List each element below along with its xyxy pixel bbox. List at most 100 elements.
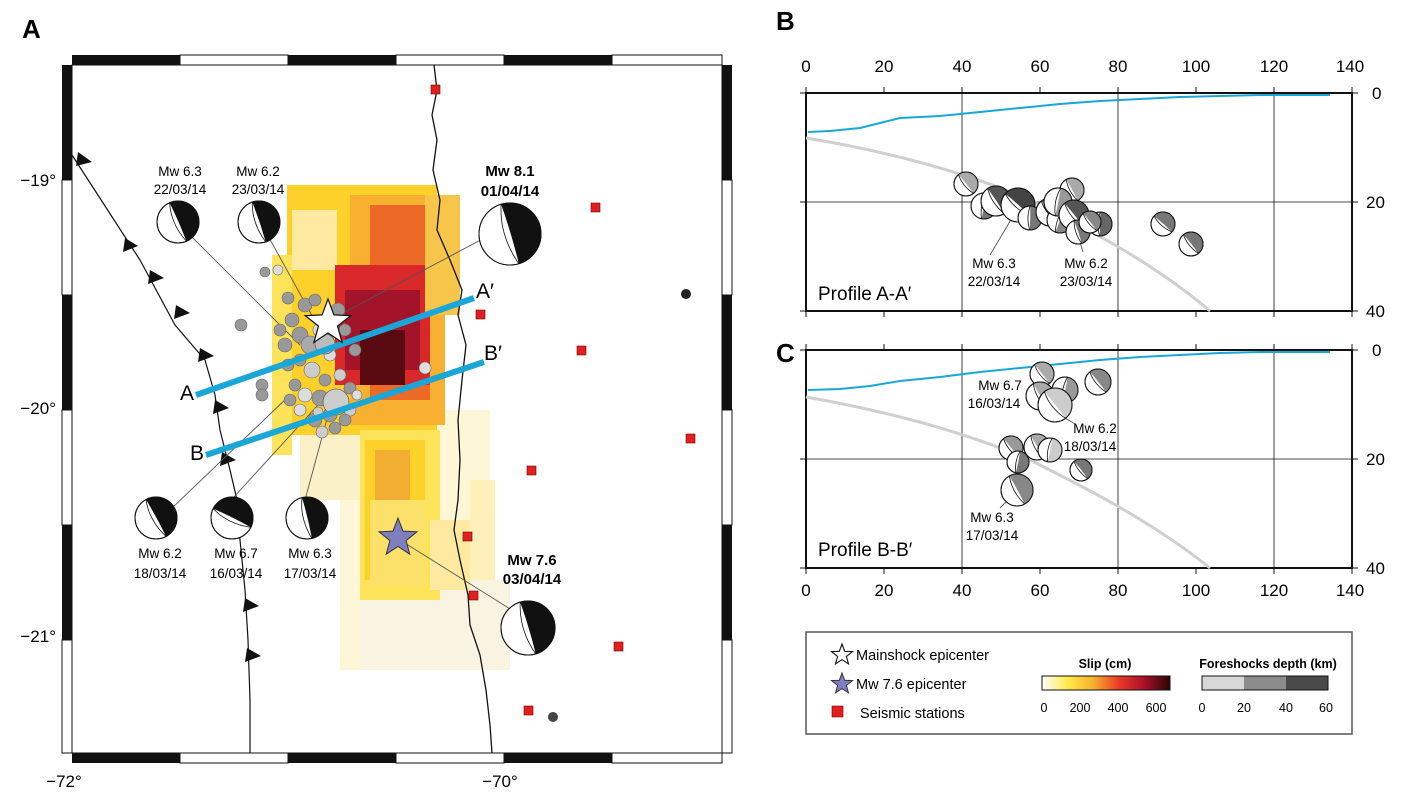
profile-a-x-tick: 140 (1336, 57, 1364, 76)
event-label-date: 18/03/14 (134, 566, 187, 581)
map-frame (61, 54, 733, 764)
event-label-date: 16/03/14 (210, 566, 263, 581)
depth-colorbar-shallow (1202, 676, 1244, 690)
beachball-mw67-1603 (210, 496, 254, 540)
profile-a-x-tick: 120 (1260, 57, 1288, 76)
event-label-mag: Mw 7.6 (507, 552, 556, 569)
profile-b-event-date: 17/03/14 (966, 528, 1019, 543)
profile-a-beachballs (953, 171, 1204, 257)
coastline (431, 64, 493, 754)
profile-a-x-tick: 80 (1109, 57, 1128, 76)
event-label-date: 01/04/14 (481, 183, 540, 200)
event-label-mag: Mw 6.2 (236, 164, 280, 179)
profile-a-event-date: 23/03/14 (1060, 274, 1113, 289)
slip-tick: 600 (1146, 701, 1167, 715)
profile-b-y-tick: 40 (1366, 559, 1385, 578)
profile-a-y-tick: 20 (1366, 193, 1385, 212)
mw76-star (377, 516, 419, 556)
map-panel: −72° −70° −19° −20° −21° (20, 54, 733, 791)
profile-b-y-tick: 0 (1372, 341, 1381, 360)
profile-b-panel: Mw 6.7 16/03/14 Mw 6.2 18/03/14 Mw 6.3 1… (800, 341, 1385, 600)
legend-depth-title: Foreshocks depth (km) (1199, 657, 1337, 671)
topography-line-a (807, 94, 1330, 133)
profile-line-b (205, 359, 485, 458)
profile-b-event-mag: Mw 6.7 (978, 378, 1022, 393)
dark-event-marker (681, 289, 691, 299)
profile-a-x-tick: 20 (875, 57, 894, 76)
trench-line (71, 154, 251, 753)
legend-stations-label: Seismic stations (860, 706, 965, 722)
profile-b-event-mag: Mw 6.3 (970, 510, 1014, 525)
legend-mw76-star (830, 671, 854, 695)
topography-line-b (807, 351, 1330, 391)
legend-station-square (831, 705, 844, 718)
depth-colorbar-deep (1286, 676, 1328, 690)
profile-a-y-tick: 40 (1366, 302, 1385, 321)
lat-tick-21: −21° (20, 627, 56, 646)
beachball-mw63-2203 (156, 200, 200, 244)
profile-b-event-date: 18/03/14 (1064, 439, 1117, 454)
event-label-mag: Mw 8.1 (485, 163, 534, 180)
lat-tick-20: −20° (20, 399, 56, 418)
beachball-mw63-1703 (285, 496, 329, 540)
profile-b-end-label: B′ (484, 342, 502, 365)
event-label-mag: Mw 6.3 (158, 164, 202, 179)
profile-b-x-tick: 100 (1182, 581, 1210, 600)
depth-tick: 40 (1279, 701, 1293, 715)
profile-b-x-tick: 40 (953, 581, 972, 600)
profile-a-end-label: A′ (476, 280, 494, 303)
profile-a-event-mag: Mw 6.2 (1064, 256, 1108, 271)
slip-colorbar (1041, 675, 1171, 691)
legend: Mainshock epicenter Mw 7.6 epicenter Sei… (805, 631, 1353, 735)
beachball-mw62-1803 (134, 496, 178, 540)
event-label-date: 03/04/14 (503, 571, 562, 588)
depth-colorbar-mid (1244, 676, 1286, 690)
slip-distribution (272, 185, 510, 670)
profile-b-y-tick: 20 (1366, 450, 1385, 469)
profile-b-start-label: B (190, 442, 204, 465)
depth-tick: 20 (1237, 701, 1251, 715)
event-label-mag: Mw 6.2 (138, 546, 182, 561)
beachball-mw62-2303 (237, 200, 281, 244)
profile-b-event-mag: Mw 6.2 (1073, 421, 1117, 436)
lon-tick-72: −72° (46, 772, 82, 791)
profile-b-x-tick: 0 (801, 581, 810, 600)
event-label-mag: Mw 6.3 (288, 546, 332, 561)
station-markers (430, 84, 696, 716)
trench-triangles (76, 152, 261, 662)
profile-b-x-tick: 140 (1336, 581, 1364, 600)
panel-a-label: A (22, 14, 41, 44)
lon-tick-70: −70° (482, 772, 518, 791)
profile-a-event-mag: Mw 6.3 (972, 256, 1016, 271)
slip-tick: 400 (1108, 701, 1129, 715)
profile-a-x-tick: 100 (1182, 57, 1210, 76)
event-label-mag: Mw 6.7 (214, 546, 258, 561)
event-label-date: 23/03/14 (232, 182, 285, 197)
dark-event-marker (548, 712, 558, 722)
profile-b-beachballs (998, 361, 1112, 507)
leader-lines (169, 224, 516, 613)
profile-a-label: Profile A-A′ (818, 284, 912, 305)
profile-a-y-tick: 0 (1372, 84, 1381, 103)
beachball-mw81 (478, 202, 542, 266)
legend-mainshock-star (829, 642, 855, 666)
legend-slip-title: Slip (cm) (1079, 657, 1132, 671)
mainshock-star (303, 297, 353, 344)
profile-a-x-tick: 0 (801, 57, 810, 76)
profile-b-x-tick: 60 (1031, 581, 1050, 600)
panel-b-label: B (776, 6, 795, 36)
profile-a-x-tick: 60 (1031, 57, 1050, 76)
panel-c-label: C (776, 338, 795, 368)
slab-line-b (805, 395, 1211, 570)
slip-tick: 0 (1041, 701, 1048, 715)
depth-tick: 0 (1199, 701, 1206, 715)
profile-a-start-label: A (180, 382, 194, 405)
foreshock-cluster (234, 264, 432, 439)
profile-b-x-tick: 80 (1109, 581, 1128, 600)
profile-line-a (195, 295, 475, 398)
profile-a-x-tick: 40 (953, 57, 972, 76)
event-label-date: 22/03/14 (154, 182, 207, 197)
slip-tick: 200 (1070, 701, 1091, 715)
profile-b-event-date: 16/03/14 (968, 396, 1021, 411)
